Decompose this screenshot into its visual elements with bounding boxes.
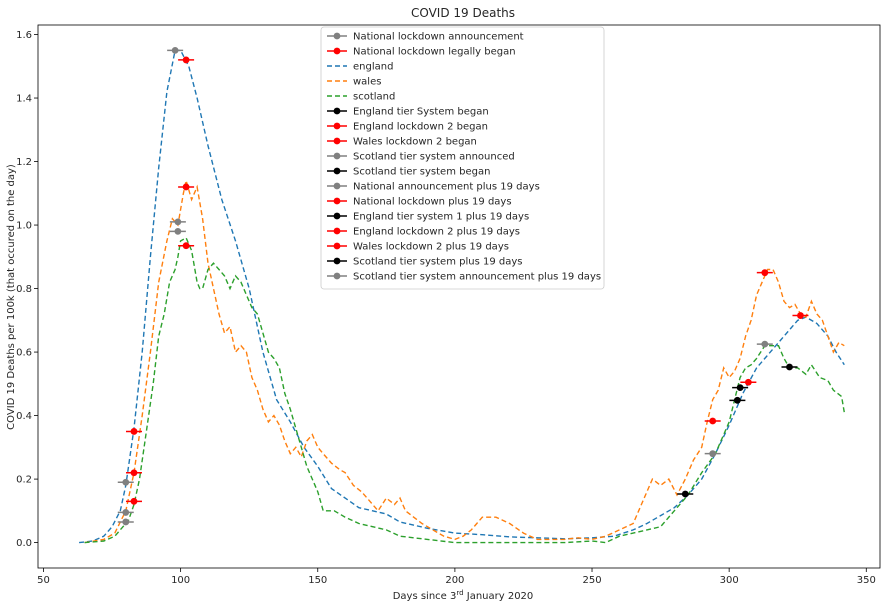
legend: National lockdown announcement National l… <box>320 26 605 290</box>
y-axis: 0.0 0.2 0.4 0.6 0.8 1.0 1.2 1.4 1.6 <box>16 30 38 549</box>
legend-label: National announcement plus 19 days <box>353 182 540 193</box>
legend-label: england <box>353 62 393 73</box>
x-axis-label-sup: rd <box>456 589 463 597</box>
legend-box <box>320 26 605 290</box>
y-tick-label: 1.4 <box>16 94 32 105</box>
legend-label: scotland <box>353 92 395 103</box>
x-axis: 50 100 150 200 250 300 350 <box>37 568 876 586</box>
legend-label: England tier System began <box>353 107 489 118</box>
series-line-wales <box>84 180 845 544</box>
legend-label: England lockdown 2 began <box>353 122 488 133</box>
marker-point-0-0 <box>122 478 130 486</box>
legend-swatch-dot <box>333 197 341 205</box>
y-tick-label: 0.6 <box>16 348 32 359</box>
legend-swatch-dot <box>333 47 341 55</box>
legend-swatch-dot <box>333 227 341 235</box>
plot-area <box>79 47 845 544</box>
legend-label: England tier system 1 plus 19 days <box>353 212 529 223</box>
marker-point-6-0 <box>744 378 752 386</box>
marker-point-3-1 <box>182 242 190 250</box>
legend-label: England lockdown 2 plus 19 days <box>353 227 520 238</box>
marker-point-10-0 <box>761 269 769 277</box>
x-axis-label-post: January 2020 <box>464 591 534 602</box>
series-line-scotland <box>84 236 845 544</box>
y-tick-label: 0.0 <box>16 538 32 549</box>
y-axis-label: COVID 19 Deaths per 100k (that occured o… <box>6 164 17 430</box>
legend-label: Scotland tier system announcement plus 1… <box>353 272 601 283</box>
x-tick-label: 150 <box>308 575 327 586</box>
marker-point-1-2 <box>130 497 138 505</box>
x-axis-label: Days since 3rd January 2020 <box>393 589 534 602</box>
legend-label: Scotland tier system began <box>353 167 490 178</box>
legend-label: Scotland tier system plus 19 days <box>353 257 523 268</box>
chart-title: COVID 19 Deaths <box>411 6 515 20</box>
legend-swatch-dot <box>333 242 341 250</box>
legend-swatch-dot <box>333 272 341 280</box>
legend-swatch-dot <box>333 122 341 130</box>
marker-point-1-3 <box>182 56 190 64</box>
y-tick-label: 1.2 <box>16 157 32 168</box>
legend-swatch-dot <box>333 152 341 160</box>
legend-swatch-dot <box>333 137 341 145</box>
marker-point-2-0 <box>174 218 182 226</box>
series-line-england <box>79 49 845 544</box>
legend-label: National lockdown legally began <box>353 47 516 58</box>
legend-swatch-dot <box>333 107 341 115</box>
legend-label: Wales lockdown 2 began <box>353 137 477 148</box>
marker-point-8-1 <box>736 384 744 392</box>
marker-point-9-0 <box>786 363 793 371</box>
legend-swatch-dot <box>333 257 341 265</box>
x-tick-label: 50 <box>37 575 50 586</box>
x-tick-label: 350 <box>857 575 876 586</box>
x-tick-label: 250 <box>582 575 601 586</box>
x-axis-label-pre: Days since 3 <box>393 591 457 602</box>
y-tick-label: 0.4 <box>16 411 32 422</box>
x-tick-label: 200 <box>445 575 464 586</box>
marker-point-4-0 <box>681 490 689 498</box>
marker-point-3-0 <box>182 183 190 191</box>
marker-point-5-0 <box>709 417 717 425</box>
marker-point-11-0 <box>797 312 804 319</box>
legend-label: Wales lockdown 2 plus 19 days <box>353 242 509 253</box>
legend-label: National lockdown plus 19 days <box>353 197 512 208</box>
legend-label: wales <box>353 77 381 88</box>
legend-label: Scotland tier system announced <box>353 152 515 163</box>
marker-point-1-1 <box>130 469 138 477</box>
marker-point-2-1 <box>174 228 182 235</box>
y-tick-label: 0.2 <box>16 475 32 486</box>
axes-frame <box>37 24 881 569</box>
y-tick-label: 1.6 <box>16 30 32 41</box>
legend-swatch-dot <box>333 212 341 220</box>
marker-point-7-0 <box>709 450 717 458</box>
marker-point-12-0 <box>761 340 769 348</box>
marker-point-0-2 <box>122 518 130 526</box>
marker-point-0-1 <box>122 509 130 516</box>
legend-label: National lockdown announcement <box>353 32 524 43</box>
marker-point-0-3 <box>171 47 179 54</box>
x-tick-label: 300 <box>720 575 739 586</box>
legend-swatch-dot <box>333 167 341 175</box>
legend-swatch-dot <box>333 182 341 190</box>
marker-point-8-0 <box>733 396 741 404</box>
y-tick-label: 1.0 <box>16 221 32 232</box>
marker-point-1-0 <box>130 428 138 435</box>
y-tick-label: 0.8 <box>16 284 32 295</box>
x-tick-label: 100 <box>171 575 190 586</box>
legend-swatch-dot <box>333 32 341 40</box>
